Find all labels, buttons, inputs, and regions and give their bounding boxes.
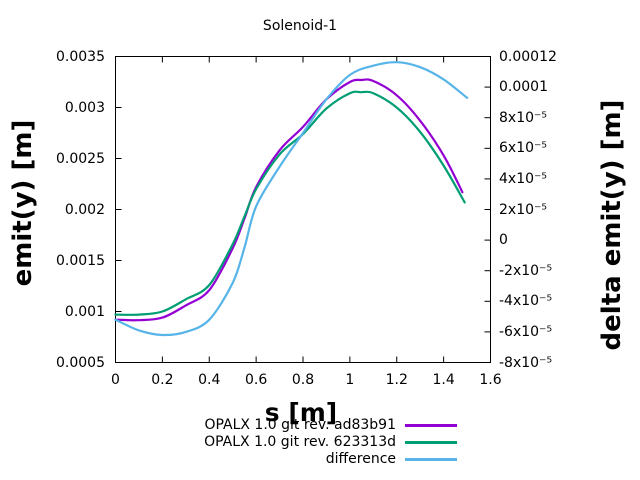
y-right-tick-label: -8x10⁻⁵ — [499, 354, 553, 371]
x-tick-label: 0.8 — [291, 372, 315, 388]
y-right-tick-label: 2x10⁻⁵ — [499, 201, 548, 218]
x-tick-label: 0.4 — [198, 372, 221, 388]
y-right-tick-label: -2x10⁻⁵ — [499, 262, 553, 279]
x-tick-label: 1.4 — [432, 372, 455, 388]
y-right-tick-label: 0.00012 — [499, 48, 557, 65]
y-left-tick-label: 0.002 — [64, 201, 105, 218]
y-left-tick-label: 0.0005 — [56, 354, 105, 371]
y-right-tick-label: 0.0001 — [499, 79, 548, 96]
series-curve-0 — [114, 78, 464, 322]
legend-item-623313d: OPALX 1.0 git rev. 623313d — [0, 434, 457, 451]
x-tick-label: 1 — [345, 372, 355, 388]
plot-border — [115, 56, 491, 363]
y-axis-label-right: delta emit(y) [m] — [597, 99, 627, 351]
legend-line-sample — [405, 458, 457, 461]
chart-title: Solenoid-1 — [262, 18, 338, 34]
y-right-tick-label: -4x10⁻⁵ — [499, 293, 553, 310]
y-right-tick-label: 8x10⁻⁵ — [499, 109, 548, 126]
y-left-tick-label: 0.0015 — [56, 252, 105, 269]
legend-label: difference — [325, 451, 396, 467]
x-axis-label: s [m] — [264, 398, 338, 427]
series-curve-2 — [114, 61, 469, 337]
y-right-tick-label: 4x10⁻⁵ — [499, 170, 548, 187]
x-tick-label: 0.2 — [151, 372, 174, 388]
x-tick-label: 1.6 — [479, 372, 502, 388]
legend-label: OPALX 1.0 git rev. 623313d — [204, 434, 396, 450]
axis-ticks — [115, 56, 491, 363]
y-right-tick-label: 6x10⁻⁵ — [499, 140, 548, 157]
series-curve-1 — [114, 90, 466, 316]
x-tick-label: 0 — [111, 372, 120, 388]
legend-line-sample — [405, 424, 457, 427]
y-left-tick-label: 0.001 — [64, 303, 105, 320]
x-tick-label: 0.6 — [244, 372, 268, 388]
legend-item-difference: difference — [0, 451, 457, 468]
legend-label: OPALX 1.0 git rev. ad83b91 — [204, 417, 396, 433]
legend-item-ad83b91: OPALX 1.0 git rev. ad83b91 — [0, 417, 457, 434]
data-curves — [114, 61, 469, 337]
y-left-tick-label: 0.003 — [64, 99, 105, 116]
x-tick-label: 1.2 — [385, 372, 408, 388]
y-left-tick-label: 0.0035 — [56, 48, 105, 65]
legend-line-sample — [405, 441, 457, 444]
y-right-tick-label: -6x10⁻⁵ — [499, 323, 553, 340]
y-left-tick-label: 0.0025 — [56, 150, 105, 167]
y-right-tick-label: 0 — [499, 232, 508, 249]
